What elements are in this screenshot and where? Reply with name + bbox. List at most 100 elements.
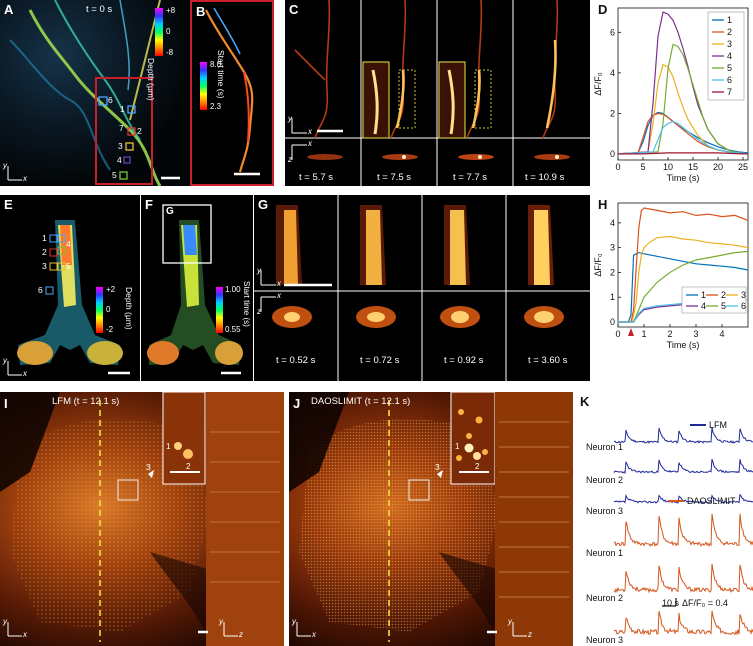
panel-j-title: DAOSLIMIT (t = 12.1 s) (311, 396, 411, 407)
series-line-1 (618, 251, 749, 323)
inset-g-label: G (166, 206, 174, 217)
y-tick-label: 2 (610, 267, 615, 277)
legend-box (681, 286, 747, 314)
roi-label: 4 (117, 155, 122, 165)
colorbar-tick: +8 (166, 6, 176, 15)
roi-label: 7 (119, 123, 124, 133)
frame-time: t = 5.7 s (299, 172, 334, 183)
roi-label: 2 (42, 247, 47, 257)
roi-label: 6 (38, 285, 43, 295)
y-axis-label: ΔF/F₀ (593, 253, 603, 277)
panel-label-f: F (145, 197, 153, 212)
colorbar-tick: 0.55 (225, 325, 241, 334)
x-tick-label: 25 (738, 162, 748, 172)
start-time-colorbar (200, 62, 207, 110)
stimulus-marker (628, 328, 634, 336)
lfm-legend-label: LFM (709, 420, 727, 430)
legend-label-2: 2 (727, 27, 732, 37)
scale-amp: ΔF/F₀ = 0.4 (682, 598, 729, 608)
dao-trace-neuron-2 (613, 563, 753, 594)
panel-label-b: B (196, 4, 206, 19)
cell-marker: 3 (146, 462, 151, 472)
panel-b-image: B 8.0 2.3 Start time (s) (190, 0, 274, 186)
zoom-box (95, 77, 153, 185)
y-tick-label: 1 (610, 292, 615, 302)
larva-depth-image (7, 220, 130, 376)
series-line-3 (618, 235, 749, 323)
colorbar-label: Depth (μm) (124, 287, 134, 330)
series-line-5 (618, 250, 749, 323)
axis-z-label: z (257, 307, 261, 316)
y-tick-label: 4 (610, 218, 615, 228)
panel-label-i: I (4, 396, 8, 411)
chart-h-svg: 0 1 2 3 4 0 1 2 3 4 Time (s) ΔF/F₀ 1 2 3 4 5 6 (593, 202, 749, 350)
series-line-6 (617, 120, 749, 155)
colorbar-tick: 8.0 (210, 60, 222, 69)
axis-y-label: y (288, 114, 292, 123)
panel-label-d: D (598, 2, 608, 17)
plot-frame (617, 202, 749, 328)
panel-j-daoslimit: J DAOSLIMIT (t = 12.1 s) 3 1 2 y x y z (289, 392, 573, 646)
legend-label-1: 1 (701, 290, 706, 300)
roi-label: 2 (137, 126, 142, 136)
neuron-time-lapse (285, 0, 590, 186)
x-axis-label: Time (s) (667, 340, 700, 350)
cell-marker: 1 (166, 442, 171, 451)
panel-i-lfm: I LFM (t = 12.1 s) 3 1 2 y x y z (0, 392, 284, 646)
x-tick-label: 15 (688, 162, 698, 172)
panel-h-chart: H 0 1 2 3 4 0 1 2 3 4 Time (s) ΔF/F₀ 1 2 3 4 5 6 (590, 195, 753, 395)
panel-c-sequence: C t = 5.7 s t = 7.5 s t = 7.7 s t = 10.9… (285, 0, 590, 186)
panel-label-a: A (4, 2, 14, 17)
cell-marker: 2 (475, 462, 480, 471)
axis-z-label: z (528, 630, 532, 639)
roi-label: 6 (108, 95, 113, 105)
plot-frame (617, 7, 749, 161)
cell-marker: 2 (186, 462, 191, 471)
axis-x-label: x (308, 139, 312, 148)
x-tick-label: 4 (719, 329, 724, 339)
colorbar-tick: -8 (166, 48, 174, 57)
panel-label-c: C (289, 2, 299, 17)
neuron-label: Neuron 3 (586, 635, 624, 645)
axis-x-label: x (23, 369, 27, 378)
x-tick-label: 20 (713, 162, 723, 172)
x-tick-label: 0 (615, 162, 620, 172)
neuron-label: Neuron 2 (586, 593, 624, 603)
dao-legend-label: DAOSLIMIT (687, 496, 736, 506)
panel-label-e: E (4, 197, 13, 212)
panel-e-image: E 1 2 3 4 5 6 +2 0 -2 Depth (μm) y x (0, 195, 140, 381)
roi-label: 1 (42, 233, 47, 243)
legend-label-2: 2 (721, 290, 726, 300)
depth-colorbar (155, 8, 163, 56)
frame-time: t = 7.5 s (377, 172, 412, 183)
lfm-trace-neuron-3 (613, 493, 753, 504)
panel-label-h: H (598, 197, 608, 212)
panel-i-title: LFM (t = 12.1 s) (52, 396, 120, 407)
axis-x-label: x (277, 291, 281, 300)
chart-d-svg: 0 5 10 15 20 25 0 2 4 6 Time (s) ΔF/F₀ 1 2 3 4 5 6 7 (593, 7, 749, 183)
scale-time: 10 s (662, 598, 680, 608)
neuron-label: Neuron 1 (586, 548, 624, 558)
legend-label-6: 6 (727, 75, 732, 85)
colorbar-tick: -2 (106, 325, 114, 334)
larva-time-lapse (254, 195, 590, 381)
legend-label-7: 7 (727, 87, 732, 97)
x-tick-label: 1 (641, 329, 646, 339)
frame-time: t = 0.72 s (360, 355, 400, 366)
axis-y-label: y (3, 617, 7, 626)
start-time-colorbar (216, 287, 223, 333)
legend-label-4: 4 (701, 301, 706, 311)
lfm-brain-image (0, 392, 284, 646)
legend-label-6: 6 (741, 301, 746, 311)
lfm-legend: LFM (690, 420, 727, 430)
y-tick-label: 4 (610, 68, 615, 78)
axis-y-label: y (257, 266, 261, 275)
axis-y-label: y (508, 617, 512, 626)
axis-z-label: z (288, 155, 292, 164)
axis-x-label: x (23, 174, 27, 183)
y-tick-label: 3 (610, 243, 615, 253)
lfm-trace-neuron-2 (613, 458, 753, 475)
y-tick-label: 0 (610, 317, 615, 327)
neuron-label: Neuron 1 (586, 442, 624, 452)
x-tick-label: 5 (640, 162, 645, 172)
